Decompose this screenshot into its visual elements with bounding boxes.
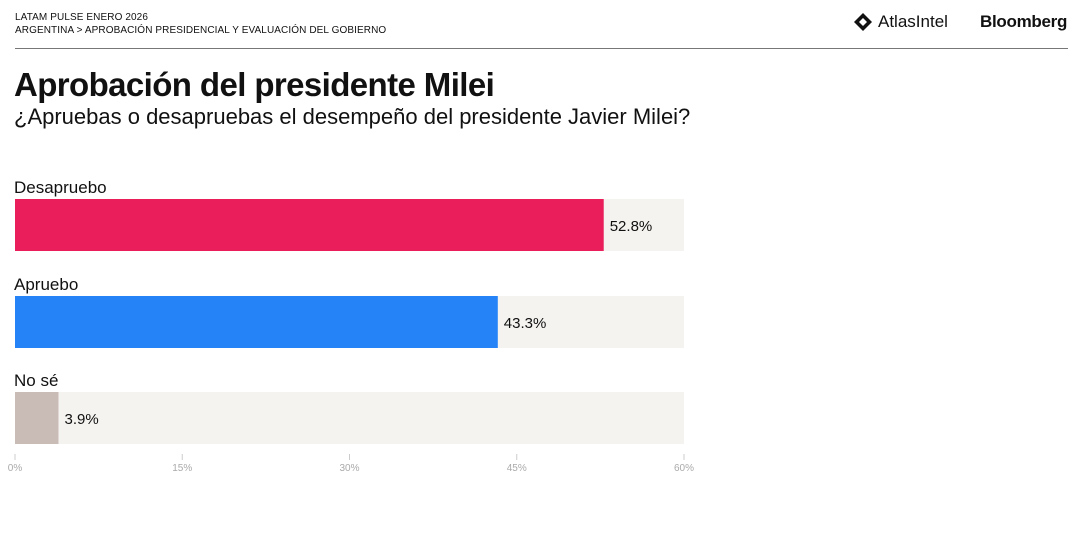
x-tick-label: 30%	[339, 463, 359, 474]
bar	[15, 392, 59, 444]
atlasintel-diamond-icon	[854, 13, 872, 31]
header-divider	[15, 48, 1068, 49]
data-label: 3.9%	[64, 411, 98, 428]
category-label: Desapruebo	[14, 178, 107, 197]
chart-title: Aprobación del presidente Milei	[14, 66, 495, 103]
category-label: No sé	[14, 371, 58, 390]
bar-track	[15, 392, 684, 444]
x-tick-label: 60%	[674, 463, 694, 474]
x-tick-label: 45%	[507, 463, 527, 474]
atlasintel-logo-text: AtlasIntel	[878, 12, 948, 31]
bar	[15, 296, 498, 348]
category-label: Apruebo	[14, 275, 78, 294]
bloomberg-logo: Bloomberg	[980, 12, 1068, 31]
data-label: 43.3%	[504, 315, 547, 332]
x-tick-label: 0%	[8, 463, 23, 474]
x-tick-label: 15%	[172, 463, 192, 474]
data-label: 52.8%	[610, 218, 653, 235]
report-series: LATAM PULSE ENERO 2026	[15, 12, 148, 23]
chart-subtitle: ¿Apruebas o desapruebas el desempeño del…	[14, 104, 691, 129]
atlasintel-logo: AtlasIntel	[853, 12, 948, 32]
breadcrumb: ARGENTINA > APROBACIÓN PRESIDENCIAL Y EV…	[15, 25, 387, 36]
bar	[15, 199, 604, 251]
